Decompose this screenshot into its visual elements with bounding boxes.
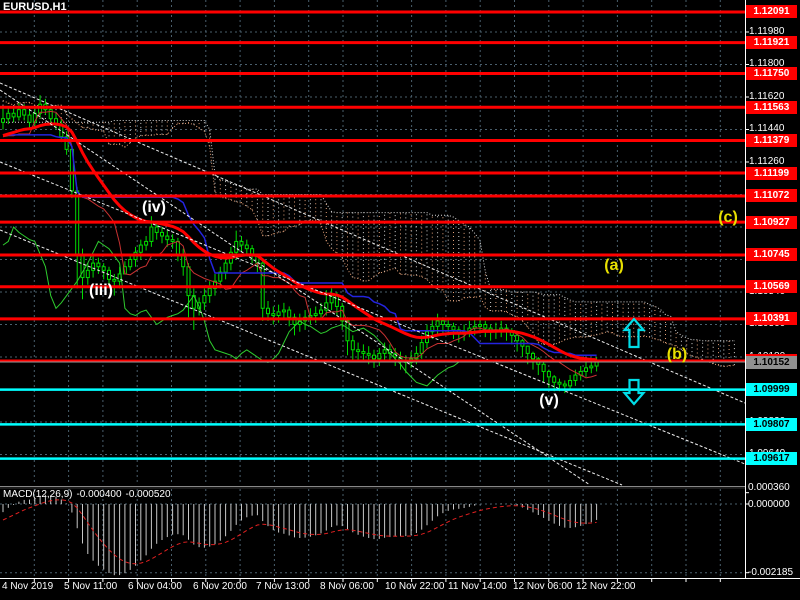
- candle-body: [531, 352, 535, 360]
- macd-name: MACD(12,26,9): [3, 489, 73, 500]
- candle-body: [101, 266, 106, 271]
- candle-body: [138, 244, 143, 253]
- candle-body: [276, 311, 281, 316]
- candle-body: [382, 349, 387, 354]
- candle-body: [287, 309, 292, 318]
- candle-body: [170, 239, 175, 242]
- candle-body: [515, 334, 520, 342]
- horizontal-levels[interactable]: [0, 10, 745, 460]
- candle-body: [573, 374, 578, 381]
- candle-body: [244, 244, 249, 250]
- candle-body: [430, 325, 435, 333]
- candle-body: [594, 361, 599, 367]
- candle-body: [112, 278, 117, 282]
- candle-body: [562, 383, 567, 387]
- down-arrow-icon[interactable]: [622, 378, 646, 406]
- candle-body: [557, 381, 562, 385]
- candle-body: [213, 280, 217, 289]
- signal-arrows[interactable]: [622, 317, 646, 406]
- senkou-span-b: [3, 120, 735, 342]
- candle-body: [478, 324, 482, 327]
- macd-pane: [0, 494, 745, 576]
- candle-body: [144, 240, 149, 246]
- macd-label: MACD(12,26,9) -0.000400 -0.000520: [3, 489, 175, 500]
- candle-body: [91, 262, 96, 271]
- candle-body: [440, 320, 445, 326]
- candle-body: [48, 109, 53, 120]
- senkou-span-a: [2, 100, 735, 368]
- candle-body: [546, 370, 551, 378]
- candle-body: [435, 320, 440, 327]
- trendline[interactable]: [0, 82, 746, 404]
- candle-body: [419, 342, 424, 354]
- candle-body: [568, 379, 573, 387]
- candle-body: [160, 231, 164, 237]
- candle-body: [366, 352, 371, 356]
- candle-body: [149, 226, 154, 242]
- candle-body: [175, 240, 180, 255]
- candle-body: [446, 324, 451, 327]
- up-arrow-icon[interactable]: [622, 317, 646, 349]
- candle-body: [356, 349, 361, 353]
- candle-body: [313, 313, 318, 316]
- candle-body: [154, 226, 159, 233]
- candle-body: [6, 112, 11, 120]
- candle-body: [239, 240, 244, 246]
- candle-body: [128, 259, 133, 268]
- candle-body: [525, 345, 530, 354]
- candle-body: [292, 316, 297, 326]
- candle-body: [414, 352, 419, 360]
- macd-signal-line: [2, 499, 597, 565]
- candle-body: [64, 136, 69, 150]
- indicator-lines: [2, 110, 597, 387]
- candle-body: [372, 354, 376, 360]
- candle-body: [186, 266, 191, 297]
- trendline[interactable]: [0, 161, 746, 465]
- candle-body: [334, 295, 339, 307]
- axes: [0, 0, 800, 582]
- candle-body: [483, 324, 488, 329]
- candle-body: [361, 351, 366, 354]
- candle-body: [22, 109, 27, 116]
- candle-body: [266, 307, 270, 315]
- candle-body: [584, 367, 588, 372]
- macd-signal-value: -0.000520: [125, 489, 171, 500]
- candle-body: [451, 325, 456, 331]
- candle-body: [11, 112, 16, 118]
- candle-body: [202, 295, 207, 304]
- candle-body: [165, 235, 170, 241]
- candle-body: [377, 352, 382, 360]
- trendline[interactable]: [0, 229, 623, 486]
- candle-body: [271, 313, 276, 316]
- candle-body: [345, 320, 350, 342]
- candle-body: [27, 114, 32, 123]
- candle-body: [223, 262, 228, 273]
- candle-body: [319, 309, 323, 315]
- candle-body: [96, 262, 101, 268]
- candle-body: [589, 365, 594, 369]
- candle-body: [16, 109, 21, 118]
- macd-value: -0.000400: [76, 489, 122, 500]
- candle-body: [85, 269, 90, 279]
- candle-body: [324, 302, 329, 311]
- ema-line: [2, 122, 597, 362]
- candle-body: [1, 118, 5, 123]
- candle-body: [552, 376, 557, 383]
- candle-body: [218, 271, 223, 282]
- candle-body: [350, 340, 355, 351]
- candle-body: [281, 309, 286, 313]
- candle-body: [541, 363, 546, 372]
- candle-body: [207, 287, 212, 297]
- chikou-span: [2, 226, 460, 387]
